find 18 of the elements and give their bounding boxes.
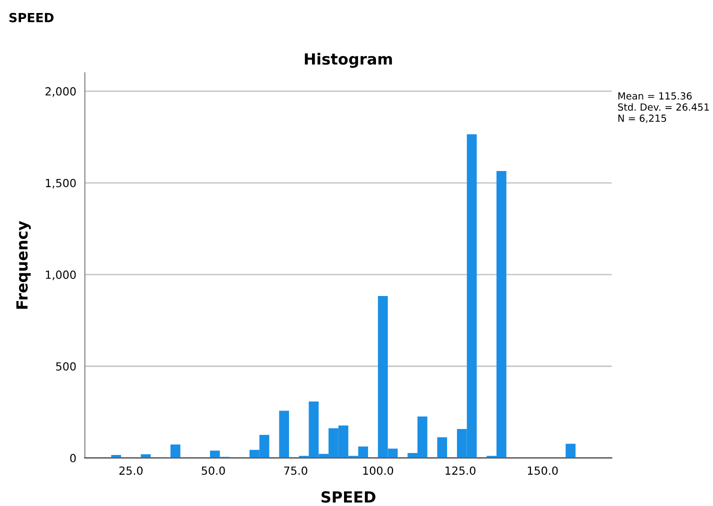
- y-tick-label: 1,000: [46, 270, 76, 280]
- text: Std. Dev. = 26.451: [618, 103, 709, 111]
- y-tick-label: 500: [56, 362, 76, 371]
- y-tick-label: 1,500: [46, 178, 76, 188]
- x-tick-label: 150.0: [528, 466, 558, 475]
- y-tick-label: 2,000: [46, 87, 76, 97]
- y-tick-label: 0: [70, 454, 76, 462]
- x-tick-label: 25.0: [119, 466, 143, 475]
- text: SPEED: [9, 12, 54, 22]
- x-tick-label: 100.0: [363, 466, 394, 475]
- y-axis-title: Frequency: [16, 220, 31, 309]
- text: Mean = 115.36: [618, 92, 692, 100]
- x-tick-label: 75.0: [284, 466, 308, 475]
- x-axis-title: SPEED: [322, 491, 376, 503]
- x-tick-label: 125.0: [446, 466, 476, 475]
- chart-title: Histogram: [304, 52, 392, 68]
- text: N = 6,215: [618, 114, 666, 123]
- x-tick-label: 50.0: [202, 466, 225, 475]
